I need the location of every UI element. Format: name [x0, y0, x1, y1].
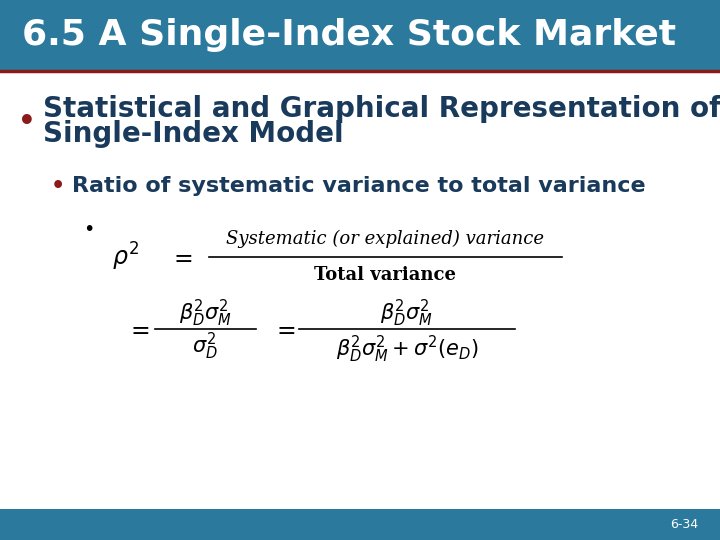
Text: Systematic (or explained) variance: Systematic (or explained) variance — [226, 230, 544, 248]
Text: $\beta_D^2\sigma_M^2$: $\beta_D^2\sigma_M^2$ — [179, 298, 232, 329]
Text: 6.5 A Single-Index Stock Market: 6.5 A Single-Index Stock Market — [22, 18, 676, 52]
FancyBboxPatch shape — [0, 509, 720, 540]
Text: Total variance: Total variance — [314, 266, 456, 285]
Text: Statistical and Graphical Representation of: Statistical and Graphical Representation… — [43, 95, 720, 123]
Text: $\beta_D^2\sigma_M^2$: $\beta_D^2\sigma_M^2$ — [380, 298, 433, 329]
Text: $=$: $=$ — [272, 318, 296, 341]
Text: Ratio of systematic variance to total variance: Ratio of systematic variance to total va… — [72, 176, 646, 197]
Text: $\rho^2$: $\rho^2$ — [112, 240, 139, 273]
Text: $\beta_D^2\sigma_M^2 + \sigma^2(e_D)$: $\beta_D^2\sigma_M^2 + \sigma^2(e_D)$ — [336, 334, 478, 365]
Text: •: • — [50, 176, 65, 197]
Text: •: • — [18, 107, 36, 136]
Text: •: • — [83, 220, 94, 239]
Text: $=$: $=$ — [169, 245, 193, 268]
Text: 6-34: 6-34 — [670, 518, 698, 531]
Text: $=$: $=$ — [126, 318, 150, 341]
Text: Single-Index Model: Single-Index Model — [43, 120, 344, 148]
Text: $\sigma_D^2$: $\sigma_D^2$ — [192, 331, 218, 362]
FancyBboxPatch shape — [0, 0, 720, 70]
